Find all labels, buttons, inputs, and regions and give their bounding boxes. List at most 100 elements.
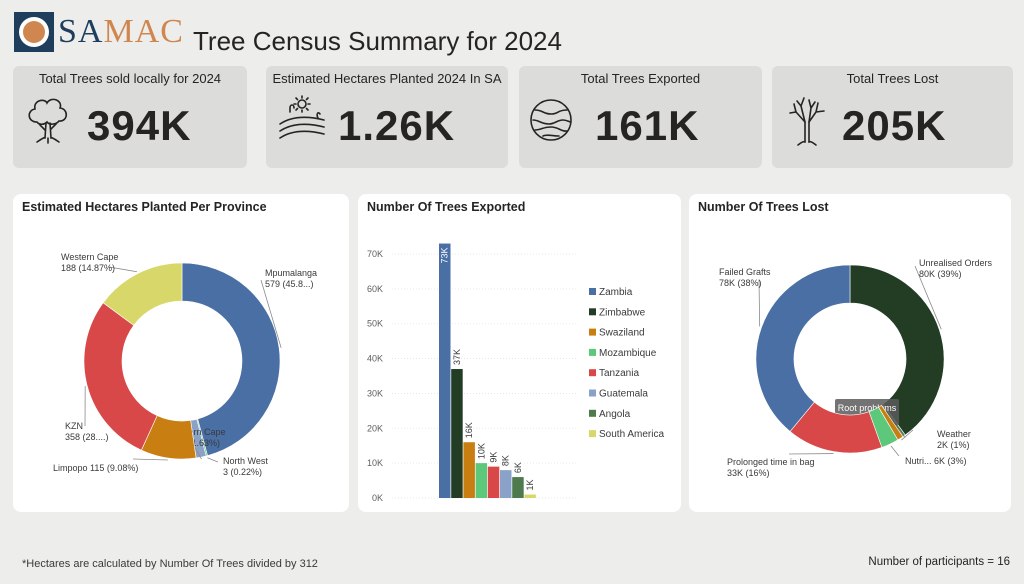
header: SAMAC Tree Census Summary for 2024 <box>0 0 1024 64</box>
bar-zimbabwe[interactable] <box>451 369 463 498</box>
kpi-card-exported[interactable]: Total Trees Exported 161K <box>519 66 762 168</box>
kpi-label: Total Trees Exported <box>580 71 701 86</box>
bar-zambia[interactable] <box>439 243 451 498</box>
slice-label: Nutri... 6K (3%) <box>905 456 967 466</box>
legend-label: Guatemala <box>599 389 648 400</box>
legend-swatch <box>589 369 596 377</box>
bar-tanzania[interactable] <box>487 466 500 498</box>
logo-text-mac: MAC <box>103 13 184 50</box>
legend-swatch <box>589 409 596 417</box>
slice-mpumalanga[interactable] <box>181 262 281 456</box>
bar-data-label: 73K <box>440 248 450 264</box>
y-tick-label: 20K <box>367 423 383 433</box>
kpi-label: Total Trees Lost <box>846 71 939 86</box>
kpi-card-lost[interactable]: Total Trees Lost 205K <box>772 66 1013 168</box>
logo-text: SAMAC <box>58 12 184 52</box>
slice-unrealised-orders[interactable] <box>849 264 945 436</box>
logo-mark-icon <box>14 12 54 52</box>
y-tick-label: 40K <box>367 354 383 364</box>
slice-value-label: 188 (14.87%) <box>61 263 115 273</box>
bar-south-america[interactable] <box>524 494 536 498</box>
slice-group-limpopo[interactable]: Limpopo 115 (9.08%) <box>53 415 197 473</box>
globe-icon <box>530 99 572 141</box>
legend-item-zimbabwe[interactable]: Zimbabwe <box>589 307 646 318</box>
legend-label: South America <box>599 429 664 440</box>
leader-line <box>193 445 202 460</box>
legend-item-angola[interactable]: Angola <box>589 409 631 420</box>
slice-value-label: 78K (38%) <box>719 278 762 288</box>
field-sun-icon <box>279 95 325 139</box>
slice-value-label: 579 (45.8...) <box>265 279 314 289</box>
bar-data-label: 16K <box>464 422 474 438</box>
legend-swatch <box>589 389 596 397</box>
bare-tree-icon <box>789 97 825 146</box>
bar-data-label: 1K <box>525 479 535 490</box>
slice-value-label: 3 (0.22%) <box>223 467 262 477</box>
bar-mozambique[interactable] <box>475 463 488 498</box>
bar-data-label: 10K <box>476 443 486 459</box>
leader-line <box>108 266 138 273</box>
bar-data-label: 9K <box>489 452 499 463</box>
leader-line <box>914 265 942 330</box>
slice-label: Failed Grafts <box>719 267 771 277</box>
y-tick-label: 10K <box>367 458 383 468</box>
kpi-card-trees-sold[interactable]: Total Trees sold locally for 2024 394K <box>13 66 247 168</box>
leader-line <box>132 458 168 461</box>
legend-item-mozambique[interactable]: Mozambique <box>589 348 657 359</box>
chart-title: Number Of Trees Exported <box>367 200 526 214</box>
slice-label: Limpopo 115 (9.08%) <box>53 463 138 473</box>
slice-failed-grafts[interactable] <box>755 264 851 432</box>
kpi-value: 161K <box>595 102 700 149</box>
leader-line <box>890 445 900 457</box>
tree-icon <box>28 98 68 144</box>
legend-label: Tanzania <box>599 368 639 379</box>
leader-line <box>758 279 761 327</box>
legend-item-south-america[interactable]: South America <box>589 429 664 440</box>
slice-value-label: 358 (28....) <box>65 432 109 442</box>
kpi-label: Estimated Hectares Planted 2024 In SA <box>272 71 502 86</box>
legend-label: Mozambique <box>599 348 657 359</box>
page-title: Tree Census Summary for 2024 <box>193 26 562 56</box>
y-tick-label: 60K <box>367 284 383 294</box>
slice-value-label: 21 (1.63%) <box>176 438 220 448</box>
legend-label: Angola <box>599 409 631 420</box>
slice-label: Prolonged time in bag <box>727 457 815 467</box>
slice-label: KZN <box>65 421 83 431</box>
legend-label: Swaziland <box>599 328 645 339</box>
legend-item-zambia[interactable]: Zambia <box>589 287 633 298</box>
slice-label: Western Cape <box>61 252 118 262</box>
card-trees-lost: Number Of Trees Lost Unrealised Orders 80… <box>689 194 1011 512</box>
legend-swatch <box>589 308 596 316</box>
card-trees-exported: Number Of Trees Exported 0K 10K 20K 30K 40K 5… <box>358 194 681 512</box>
legend-label: Zimbabwe <box>599 307 646 318</box>
kpi-value: 1.26K <box>338 102 456 149</box>
slice-label: Unrealised Orders <box>919 258 993 268</box>
slice-kzn[interactable] <box>83 302 158 451</box>
legend-swatch <box>589 328 596 336</box>
samac-logo: SAMAC <box>14 12 184 52</box>
footnote: *Hectares are calculated by Number Of Tr… <box>22 558 318 570</box>
bar-swaziland[interactable] <box>463 442 475 498</box>
legend-item-tanzania[interactable]: Tanzania <box>589 368 639 379</box>
logo-text-sa: SA <box>58 13 104 50</box>
bar-guatemala[interactable] <box>500 470 512 498</box>
slice-value-label: 33K (16%) <box>727 468 770 478</box>
kpi-card-hectares[interactable]: Estimated Hectares Planted 2024 In SA 1.… <box>266 66 508 168</box>
legend-item-guatemala[interactable]: Guatemala <box>589 389 648 400</box>
leader-line <box>207 457 219 463</box>
chart-title: Estimated Hectares Planted Per Province <box>22 200 267 214</box>
slice-western-cape[interactable] <box>102 262 183 326</box>
slice-label: Weather <box>937 429 971 439</box>
y-tick-label: 30K <box>367 388 383 398</box>
bar-angola[interactable] <box>512 477 524 498</box>
legend-item-swaziland[interactable]: Swaziland <box>589 328 645 339</box>
bar-data-label: 6K <box>513 462 523 473</box>
y-tick-label: 70K <box>367 249 383 259</box>
